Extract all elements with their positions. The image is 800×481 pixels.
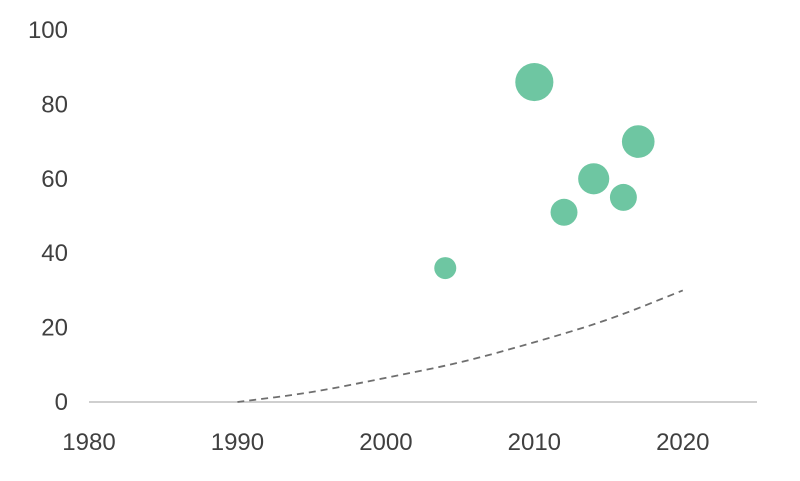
data-point bbox=[515, 63, 554, 102]
x-tick-label: 2020 bbox=[656, 429, 709, 456]
y-axis-ticks: 0 20 40 60 80 100 bbox=[28, 17, 68, 416]
x-tick-label: 2000 bbox=[359, 429, 412, 456]
data-point bbox=[550, 198, 578, 226]
y-tick-label: 0 bbox=[55, 389, 68, 416]
x-axis-ticks: 1980 1990 2000 2010 2020 bbox=[62, 429, 709, 456]
data-point bbox=[434, 257, 457, 280]
y-tick-label: 20 bbox=[41, 315, 68, 342]
y-tick-label: 60 bbox=[41, 166, 68, 193]
data-point bbox=[621, 125, 655, 158]
x-tick-label: 2010 bbox=[508, 429, 561, 456]
y-tick-label: 100 bbox=[28, 17, 68, 44]
trend-line bbox=[237, 289, 684, 403]
data-point bbox=[609, 183, 637, 211]
x-tick-label: 1990 bbox=[211, 429, 264, 456]
data-point bbox=[578, 163, 610, 195]
data-points bbox=[434, 63, 655, 280]
x-tick-label: 1980 bbox=[62, 429, 115, 456]
y-tick-label: 40 bbox=[41, 240, 68, 267]
y-tick-label: 80 bbox=[41, 91, 68, 118]
